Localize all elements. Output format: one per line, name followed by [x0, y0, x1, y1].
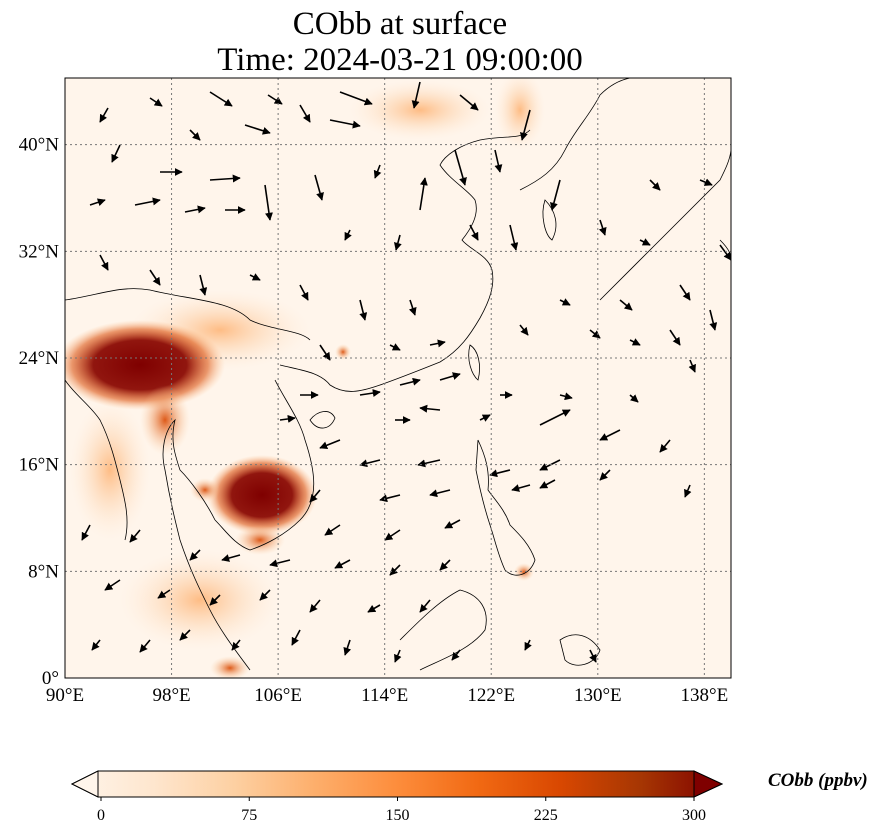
lon-tick-label: 114°E — [361, 685, 408, 706]
lat-tick-label: 16°N — [19, 455, 60, 476]
lat-tick-label: 24°N — [19, 348, 60, 369]
map-subtitle-time: Time: 2024-03-21 09:00:00 — [217, 42, 583, 78]
colorbar-tick-label: 150 — [386, 807, 410, 824]
lon-tick-label: 106°E — [254, 685, 302, 706]
lon-tick-label: 130°E — [574, 685, 622, 706]
lon-tick-label: 138°E — [681, 685, 729, 706]
hotspot-cambodia — [207, 455, 317, 535]
hotspot-myanmar-yunnan — [65, 320, 225, 410]
lon-tick-label: 90°E — [46, 685, 84, 706]
hotspot-mindanao — [514, 563, 534, 581]
philippines — [475, 439, 536, 576]
colorbar-title: CObb (ppbv) — [768, 770, 868, 791]
cobb-field — [65, 78, 731, 678]
taiwan-island — [468, 344, 480, 381]
lon-tick-label: 122°E — [467, 685, 515, 706]
colorbar-extend-min — [70, 770, 99, 798]
longitude-labels: 90°E 98°E 106°E 114°E 122°E 130°E 138°E — [46, 685, 728, 706]
colorbar-tick-label: 225 — [534, 807, 558, 824]
colorbar-tick-label: 0 — [97, 807, 105, 824]
map-title: CObb at surface — [292, 6, 508, 42]
latitude-labels: 0° 8°N 16°N 24°N 32°N 40°N — [19, 135, 60, 689]
lon-tick-label: 98°E — [152, 685, 190, 706]
colorbar-tick-label: 300 — [682, 807, 706, 824]
coastlines — [65, 78, 731, 671]
colorbar: 0 75 150 225 300 — [70, 770, 724, 824]
japan-south — [599, 149, 731, 301]
lat-tick-label: 32°N — [19, 241, 60, 262]
lat-tick-label: 0° — [42, 668, 59, 689]
wind-vectors — [81, 81, 731, 663]
hainan-island — [309, 411, 336, 429]
graticule — [64, 78, 731, 679]
map-frame — [64, 77, 732, 679]
colorbar-extend-max — [693, 770, 724, 798]
lat-tick-label: 8°N — [28, 561, 59, 582]
lat-tick-label: 40°N — [19, 135, 60, 156]
colorbar-tick-label: 75 — [241, 807, 257, 824]
